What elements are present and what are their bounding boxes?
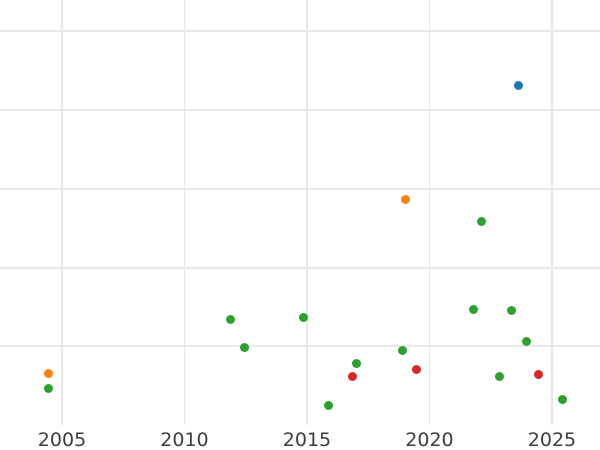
x-tick-label: 2025 [527,429,577,450]
gridline-vertical [428,0,431,425]
gridline-horizontal [0,30,600,33]
data-point-green [352,359,362,369]
data-point-green [225,315,235,325]
data-point-green [494,371,504,381]
gridline-vertical [551,0,553,425]
x-tick-label: 2010 [160,429,209,450]
data-point-green [44,384,54,394]
data-point-green [521,337,531,347]
gridline-horizontal [0,109,600,112]
data-point-green [557,394,567,404]
data-point-green [477,216,487,226]
data-point-green [506,305,516,315]
x-tick-label: 2005 [37,429,87,450]
data-point-green [323,400,333,410]
gridline-vertical [61,0,63,425]
data-point-red [411,364,421,374]
gridline-horizontal [0,266,600,269]
data-point-green [298,312,308,322]
data-point-red [347,371,357,381]
data-point-green [239,343,249,353]
data-point-orange [401,195,411,205]
gridline-vertical [306,0,308,425]
gridline-horizontal [0,345,600,348]
gridline-horizontal [0,187,600,190]
x-tick-label: 2020 [405,429,454,450]
data-point-blue [514,80,524,90]
gridline-vertical [183,0,186,425]
data-point-green [468,304,478,314]
x-tick-label: 2015 [282,429,332,450]
data-point-orange [44,369,54,379]
data-point-red [533,370,543,380]
data-point-green [397,345,407,355]
plot-area [0,0,600,425]
